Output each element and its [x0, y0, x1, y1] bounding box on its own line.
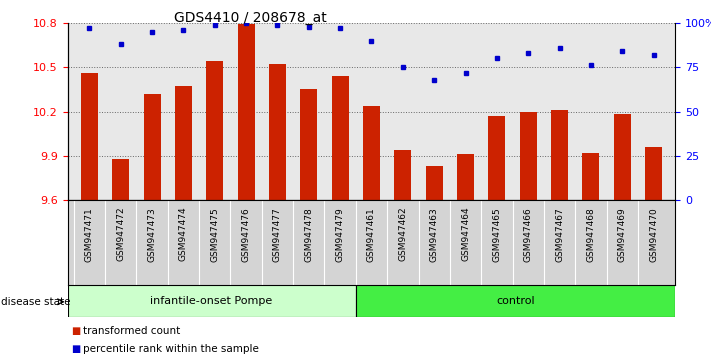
Bar	[394, 150, 412, 200]
Bar	[269, 64, 286, 200]
Bar	[645, 147, 662, 200]
Bar	[457, 154, 474, 200]
Bar	[551, 110, 568, 200]
Bar	[81, 73, 98, 200]
Text: GSM947474: GSM947474	[179, 207, 188, 262]
Text: GSM947472: GSM947472	[117, 207, 125, 262]
Text: GSM947464: GSM947464	[461, 207, 470, 262]
Text: disease state: disease state	[1, 297, 71, 307]
Text: GSM947467: GSM947467	[555, 207, 564, 262]
Bar	[144, 94, 161, 200]
Text: GSM947465: GSM947465	[492, 207, 501, 262]
Text: GSM947461: GSM947461	[367, 207, 376, 262]
Text: GSM947471: GSM947471	[85, 207, 94, 262]
Text: infantile-onset Pompe: infantile-onset Pompe	[151, 296, 272, 306]
Bar	[614, 114, 631, 200]
Text: GSM947475: GSM947475	[210, 207, 219, 262]
Bar	[331, 76, 349, 200]
Text: transformed count: transformed count	[83, 326, 181, 336]
Bar	[356, 285, 675, 317]
Text: GSM947477: GSM947477	[273, 207, 282, 262]
Text: GDS4410 / 208678_at: GDS4410 / 208678_at	[174, 11, 327, 25]
Text: GSM947463: GSM947463	[429, 207, 439, 262]
Text: GSM947476: GSM947476	[242, 207, 251, 262]
Bar	[300, 90, 317, 200]
Text: GSM947466: GSM947466	[524, 207, 533, 262]
Bar	[426, 166, 443, 200]
Text: GSM947462: GSM947462	[398, 207, 407, 262]
Text: GSM947479: GSM947479	[336, 207, 345, 262]
Text: ■: ■	[71, 344, 80, 354]
Bar	[112, 159, 129, 200]
Text: control: control	[496, 296, 535, 306]
Text: GSM947473: GSM947473	[148, 207, 156, 262]
Bar	[206, 61, 223, 200]
Text: GSM947468: GSM947468	[587, 207, 595, 262]
Text: GSM947469: GSM947469	[618, 207, 626, 262]
Text: GSM947478: GSM947478	[304, 207, 314, 262]
Bar	[68, 285, 356, 317]
Bar	[488, 116, 506, 200]
Bar	[237, 24, 255, 200]
Bar	[175, 86, 192, 200]
Text: GSM947470: GSM947470	[649, 207, 658, 262]
Bar	[363, 105, 380, 200]
Text: percentile rank within the sample: percentile rank within the sample	[83, 344, 259, 354]
Bar	[582, 153, 599, 200]
Text: ■: ■	[71, 326, 80, 336]
Bar	[520, 112, 537, 200]
